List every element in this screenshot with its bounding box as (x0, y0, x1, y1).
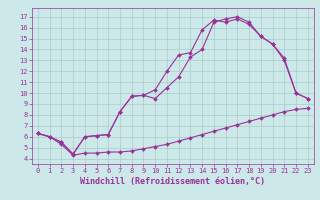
X-axis label: Windchill (Refroidissement éolien,°C): Windchill (Refroidissement éolien,°C) (80, 177, 265, 186)
